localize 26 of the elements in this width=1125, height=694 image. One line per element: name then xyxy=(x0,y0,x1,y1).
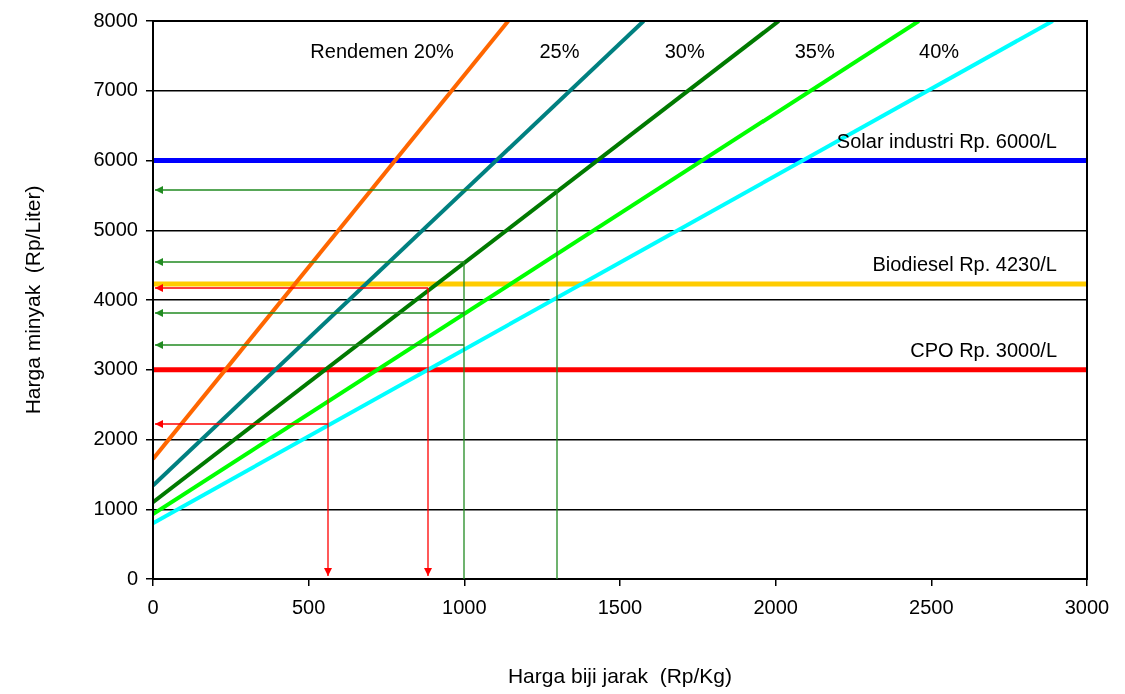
series-label: 40% xyxy=(919,39,960,62)
y-tick-label: 4000 xyxy=(93,287,138,310)
y-tick-label: 1000 xyxy=(93,496,138,519)
ref-line-label: CPO Rp. 3000/L xyxy=(910,339,1057,362)
y-tick-label: 6000 xyxy=(93,148,138,171)
x-tick-label: 1500 xyxy=(597,595,643,618)
x-tick-label: 2500 xyxy=(909,595,954,618)
y-tick-label: 5000 xyxy=(93,217,138,240)
x-tick-label: 2000 xyxy=(753,595,798,618)
y-tick-label: 2000 xyxy=(93,427,138,450)
y-tick-label: 8000 xyxy=(93,8,138,31)
y-axis-title: Harga minyak (Rp/Liter) xyxy=(21,185,45,415)
ref-line-label: Solar industri Rp. 6000/L xyxy=(836,130,1057,153)
y-tick-label: 0 xyxy=(126,566,138,589)
y-tick-label: 3000 xyxy=(93,357,138,380)
x-tick-label: 3000 xyxy=(1064,595,1110,618)
series-label: 30% xyxy=(664,39,705,62)
series-label: 25% xyxy=(539,39,580,62)
x-axis-title: Harga biji jarak (Rp/Kg) xyxy=(507,664,733,688)
series-label: 35% xyxy=(794,39,835,62)
x-tick-label: 1000 xyxy=(442,595,487,618)
y-tick-label: 7000 xyxy=(93,78,138,101)
x-tick-label: 500 xyxy=(291,595,326,618)
x-tick-label: 0 xyxy=(147,595,159,618)
ref-line-label: Biodiesel Rp. 4230/L xyxy=(872,253,1057,276)
series-label: Rendemen 20% xyxy=(310,39,454,62)
